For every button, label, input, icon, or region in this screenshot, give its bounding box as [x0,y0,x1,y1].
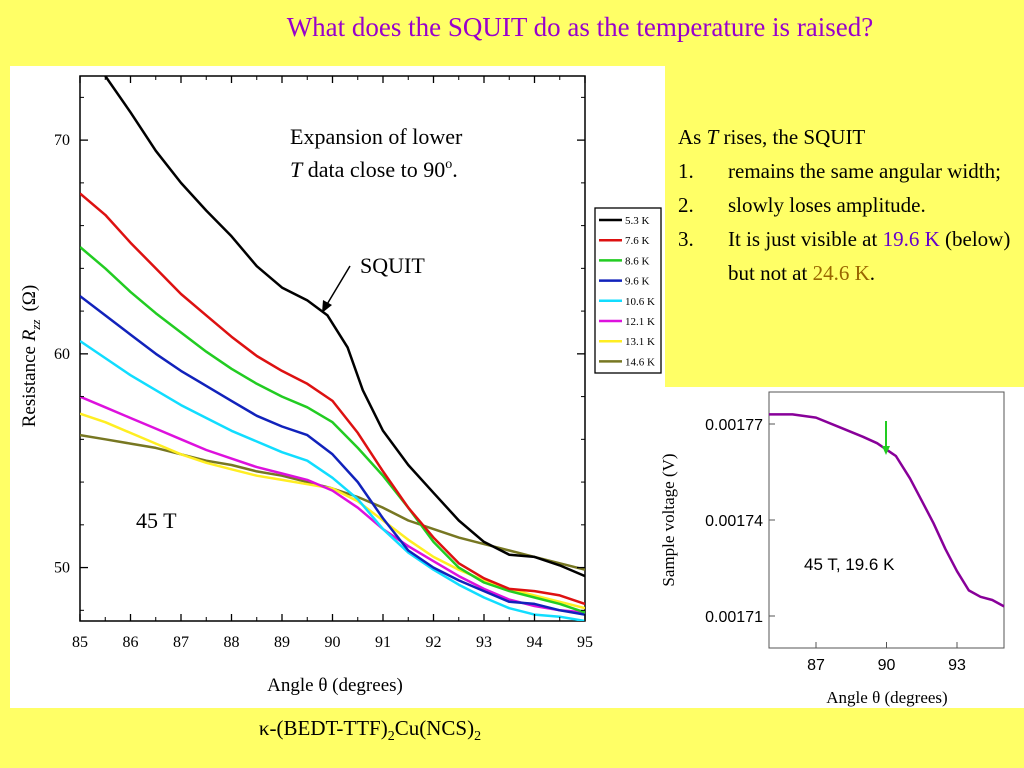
squit-arrow [325,265,351,307]
inset-chart: 87 90 93 0.00177 0.00174 0.00171 45 T, 19.6 K… [659,391,1005,707]
series-line-5-3-K [104,76,585,578]
inset-y-tick-label: 0.00177 [705,417,763,434]
inset-chart-panel: 87 90 93 0.00177 0.00174 0.00171 45 T, 19.6 K… [652,387,1024,708]
compound-formula: κ-(BEDT-TTF)2Cu(NCS)2 [170,716,570,745]
x-tick-label: 95 [577,634,593,651]
inset-series-line [769,413,1005,608]
list-item-number: 2. [678,193,694,217]
inset-annotation: 45 T, 19.6 K [804,555,895,574]
notes: As T rises, the SQUIT 1. remains the same… [678,120,1023,290]
list-item-text: slowly loses amplitude. [728,193,926,217]
x-tick-label: 85 [72,634,88,651]
expansion-note-line1: Expansion of lower [290,124,463,149]
series-line-7-6-K [80,192,585,606]
list-item-number: 1. [678,159,694,183]
x-tick-label: 87 [173,634,189,651]
formula-mid: Cu(NCS) [394,716,475,740]
slide-title: What does the SQUIT do as the temperatur… [286,12,874,42]
legend: 5.3 K 7.6 K 8.6 K 9.6 K 10.6 K 12.1 K 13.1 K 14… [594,207,662,374]
notes-heading-post: rises, the SQUIT [718,125,866,149]
x-axis-label: Angle θ (degrees) [267,675,403,696]
legend-label: 9.6 K [625,276,650,288]
plot-frame [79,75,586,622]
list-item-number: 3. [678,227,694,251]
x-tick-label: 94 [527,634,543,651]
x-tick-label: 91 [375,634,391,651]
squit-label: SQUIT [360,253,425,278]
list-item: 2. slowly loses amplitude. [678,188,1023,222]
series-line-12-1-K [80,395,585,614]
formula-prefix: κ-(BEDT-TTF) [258,716,388,740]
legend-label: 12.1 K [625,316,655,328]
x-tick-label: 89 [274,634,290,651]
notes-heading: As T rises, the SQUIT [678,120,1023,154]
inset-x-axis-label: Angle θ (degrees) [826,688,947,707]
legend-label: 13.1 K [625,336,655,348]
highlight-temperature-not-visible: 24.6 K [812,261,870,285]
x-tick-label: 93 [476,634,492,651]
list-item-text-post: . [869,261,875,285]
x-tick-label: 90 [325,634,341,651]
y-axis-label: Resistance Rzz (Ω) [19,285,43,428]
expansion-note-var: T [290,157,304,182]
inset-x-tick-label: 93 [948,657,966,674]
y-tick-label: 50 [54,560,70,577]
list-item: 1. remains the same angular width; [678,154,1023,188]
inset-y-tick-label: 0.00174 [705,513,763,530]
expansion-note-text: data close to 90 [302,157,445,182]
list-item: 3. It is just visible at 19.6 K (below) b… [678,222,1023,290]
notes-list: 1. remains the same angular width; 2. slow… [678,154,1023,290]
y-tick-label: 70 [54,132,70,149]
formula-sub-2: 2 [474,729,482,745]
expansion-note-end: . [452,157,458,182]
legend-label: 14.6 K [625,356,655,368]
green-arrowhead [882,446,890,455]
field-label: 45 T [136,508,177,533]
notes-heading-pre: As [678,125,707,149]
main-chart: 85 86 87 88 89 90 91 92 93 94 95 50 60 70 Angle θ (de… [19,75,662,696]
series-line-10-6-K [80,339,585,621]
notes-heading-var: T [706,125,719,149]
legend-label: 7.6 K [625,235,650,247]
x-tick-label: 86 [123,634,139,651]
formula-sub-1: 2 [387,729,395,745]
expansion-note-sup: o [445,157,452,172]
legend-label: 8.6 K [625,255,650,267]
squit-arrowhead [322,300,332,313]
inset-x-tick-label: 90 [878,657,896,674]
list-item-text-mid: (below) but not at [728,227,1011,285]
x-tick-label: 92 [426,634,442,651]
series-line-8-6-K [80,246,585,614]
inset-y-tick-label: 0.00171 [705,609,763,626]
x-tick-label: 88 [224,634,240,651]
y-tick-label: 60 [54,346,70,363]
series-line-9-6-K [80,295,585,616]
highlight-temperature-visible: 19.6 K [882,227,940,251]
y-axis-label-unit: (Ω) [19,285,40,312]
list-item-text-pre: It is just visible at [728,227,883,251]
legend-box [594,207,662,374]
inset-y-axis-label: Sample voltage (V) [659,453,678,586]
list-item-text: remains the same angular width; [728,159,1001,183]
inset-x-tick-label: 87 [807,657,825,674]
y-axis-label-main: Resistance [19,341,40,427]
legend-label: 5.3 K [625,215,650,227]
main-chart-panel: 85 86 87 88 89 90 91 92 93 94 95 50 60 70 Angle θ (de… [10,66,665,708]
legend-label: 10.6 K [625,296,655,308]
y-axis-label-sub: zz [28,320,43,331]
y-axis-label-var: R [19,329,40,342]
expansion-note-line2: T data close to 90o. [290,157,458,182]
